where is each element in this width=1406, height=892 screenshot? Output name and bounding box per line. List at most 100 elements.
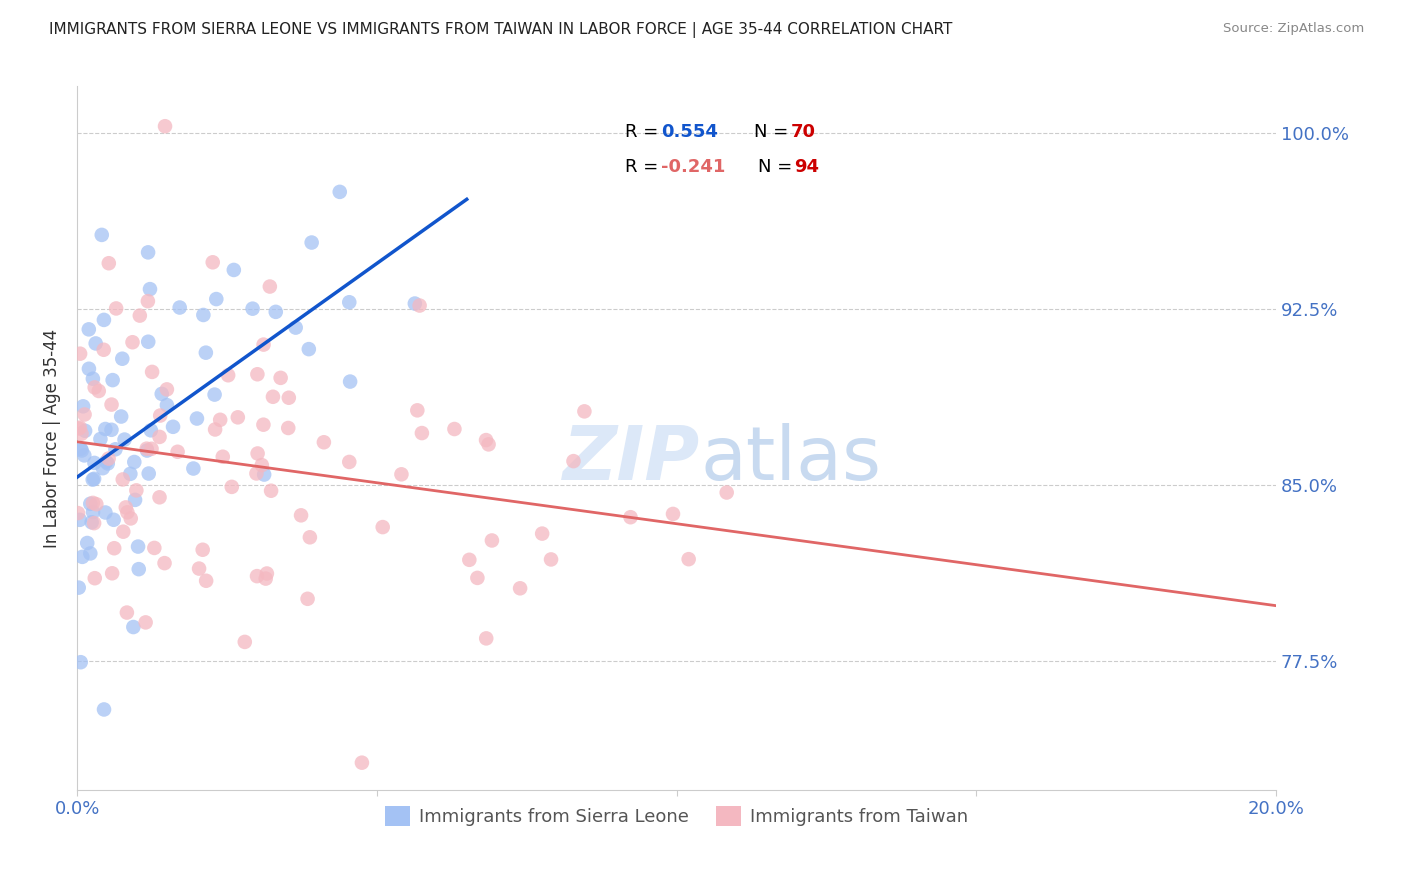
Point bbox=[75, 424, 97, 438]
Point bbox=[82, 372, 104, 386]
Point bbox=[222, 263, 245, 277]
Point bbox=[77, 322, 100, 336]
Point bbox=[312, 435, 335, 450]
Point bbox=[262, 390, 284, 404]
Point bbox=[69, 347, 91, 361]
Point bbox=[66, 506, 89, 520]
Point bbox=[80, 516, 103, 530]
Point bbox=[339, 375, 361, 389]
Point bbox=[443, 422, 465, 436]
Point bbox=[136, 245, 159, 260]
Point bbox=[141, 442, 163, 456]
Point bbox=[79, 546, 101, 560]
Point bbox=[242, 301, 264, 316]
Point bbox=[101, 373, 124, 387]
Point bbox=[264, 305, 287, 319]
Text: IMMIGRANTS FROM SIERRA LEONE VS IMMIGRANTS FROM TAIWAN IN LABOR FORCE | AGE 35-4: IMMIGRANTS FROM SIERRA LEONE VS IMMIGRAN… bbox=[49, 22, 953, 38]
Point bbox=[72, 549, 94, 564]
Point bbox=[127, 540, 149, 554]
Point bbox=[128, 309, 150, 323]
Point bbox=[153, 120, 176, 134]
Point bbox=[467, 571, 489, 585]
Point bbox=[246, 446, 269, 460]
Point bbox=[128, 562, 150, 576]
Point bbox=[301, 235, 323, 250]
Point bbox=[93, 343, 115, 357]
Point bbox=[105, 301, 128, 316]
Point bbox=[121, 335, 143, 350]
Point bbox=[114, 500, 136, 515]
Point bbox=[76, 536, 98, 550]
Point bbox=[124, 492, 146, 507]
Point bbox=[96, 455, 118, 469]
Point bbox=[90, 227, 112, 242]
Point bbox=[69, 513, 91, 527]
Point bbox=[166, 444, 188, 458]
Point bbox=[204, 387, 226, 401]
Point bbox=[260, 483, 283, 498]
Text: R =: R = bbox=[626, 158, 658, 177]
Point bbox=[148, 490, 170, 504]
Point bbox=[408, 299, 430, 313]
Point bbox=[277, 421, 299, 435]
Point bbox=[211, 450, 233, 464]
Point bbox=[191, 542, 214, 557]
Point bbox=[678, 552, 700, 566]
Point bbox=[270, 371, 292, 385]
Point bbox=[156, 383, 179, 397]
Point bbox=[86, 497, 108, 511]
Point bbox=[150, 387, 173, 401]
Point bbox=[284, 320, 307, 334]
Point bbox=[82, 505, 104, 519]
Point bbox=[246, 368, 269, 382]
Point bbox=[193, 308, 215, 322]
Point bbox=[217, 368, 239, 383]
Text: 94: 94 bbox=[794, 158, 820, 177]
Point bbox=[100, 398, 122, 412]
Point bbox=[329, 185, 352, 199]
Point bbox=[82, 473, 104, 487]
Point bbox=[83, 516, 105, 530]
Point bbox=[115, 606, 138, 620]
Point bbox=[73, 449, 96, 463]
Point bbox=[111, 351, 134, 366]
Point bbox=[136, 334, 159, 349]
Text: N =: N = bbox=[755, 123, 789, 141]
Point bbox=[562, 454, 585, 468]
Point bbox=[77, 361, 100, 376]
Point bbox=[259, 279, 281, 293]
Point bbox=[93, 702, 115, 716]
Point bbox=[94, 506, 117, 520]
Point bbox=[91, 461, 114, 475]
Point bbox=[531, 526, 554, 541]
Point bbox=[120, 467, 142, 481]
Point bbox=[481, 533, 503, 548]
Point bbox=[169, 301, 191, 315]
Y-axis label: In Labor Force | Age 35-44: In Labor Force | Age 35-44 bbox=[44, 328, 60, 548]
Point bbox=[110, 409, 132, 424]
Point bbox=[124, 455, 146, 469]
Point bbox=[183, 461, 205, 475]
Point bbox=[156, 398, 179, 412]
Point bbox=[406, 403, 429, 417]
Point bbox=[371, 520, 394, 534]
Point bbox=[458, 553, 481, 567]
Point bbox=[69, 420, 91, 434]
Point bbox=[194, 345, 217, 359]
Point bbox=[221, 480, 243, 494]
Point bbox=[122, 620, 145, 634]
Point bbox=[97, 451, 120, 466]
Point bbox=[226, 410, 249, 425]
Point bbox=[139, 282, 162, 296]
Point bbox=[136, 443, 159, 458]
Point bbox=[188, 561, 211, 575]
Point bbox=[67, 581, 90, 595]
Text: atlas: atlas bbox=[700, 423, 882, 496]
Point bbox=[136, 294, 159, 309]
Point bbox=[337, 455, 360, 469]
Point bbox=[391, 467, 413, 482]
Point bbox=[250, 458, 273, 472]
Point bbox=[94, 422, 117, 436]
Legend: Immigrants from Sierra Leone, Immigrants from Taiwan: Immigrants from Sierra Leone, Immigrants… bbox=[377, 798, 976, 834]
Point bbox=[82, 496, 104, 510]
